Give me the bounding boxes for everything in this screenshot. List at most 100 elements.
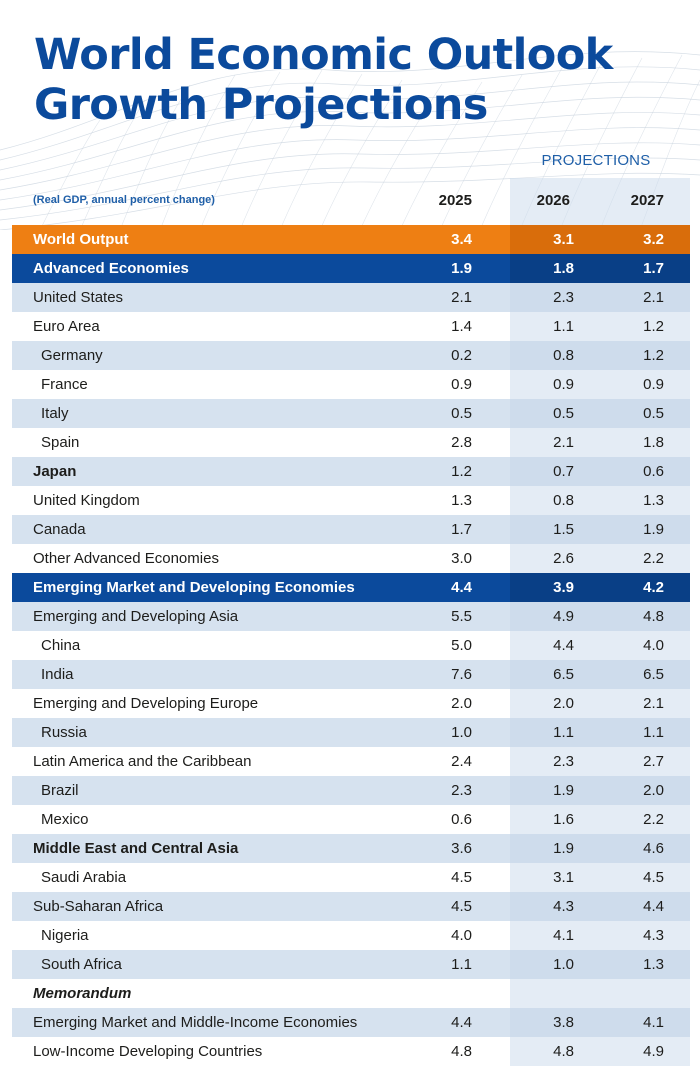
value-2027-cell: 4.0 [596, 631, 690, 660]
value-2026-cell: 0.5 [510, 399, 596, 428]
row-label: World Output [33, 231, 129, 248]
row-label: Emerging Market and Developing Economies [33, 579, 355, 596]
value-2026-cell: 0.8 [510, 341, 596, 370]
table-row-memorandum: Memorandum [12, 979, 690, 1008]
value-2025: 1.2 [451, 463, 472, 480]
value-2027: 2.2 [643, 550, 664, 567]
value-2025: 4.5 [451, 898, 472, 915]
row-label: Saudi Arabia [41, 869, 127, 886]
value-2025: 1.3 [451, 492, 472, 509]
value-2025: 1.1 [451, 956, 472, 973]
row-label: Nigeria [41, 927, 89, 944]
row-label: Emerging and Developing Europe [33, 695, 259, 712]
value-2026: 1.6 [553, 811, 574, 828]
table-row: Nigeria 4.0 4.1 4.3 [12, 921, 690, 950]
row-label: South Africa [41, 956, 122, 973]
value-2027-cell: 1.3 [596, 950, 690, 979]
value-2025: 2.4 [451, 753, 472, 770]
value-2026-cell: 3.1 [510, 863, 596, 892]
value-2025: 2.3 [451, 782, 472, 799]
value-2027: 4.1 [643, 1014, 664, 1031]
row-label: Emerging and Developing Asia [33, 608, 239, 625]
table-row: France 0.9 0.9 0.9 [12, 370, 690, 399]
value-2027-cell: 3.2 [596, 225, 690, 254]
background-mesh-graphic [0, 51, 700, 230]
value-2026-cell: 1.0 [510, 950, 596, 979]
row-label: Russia [41, 724, 87, 741]
table-row-group: Advanced Economies 1.9 1.8 1.7 [12, 254, 690, 283]
value-2026: 6.5 [553, 666, 574, 683]
column-header-year-2: 2026 [536, 192, 570, 209]
value-2026: 2.1 [553, 434, 574, 451]
value-2027: 1.3 [643, 492, 664, 509]
value-2026: 1.5 [553, 521, 574, 538]
value-2026-cell: 0.8 [510, 486, 596, 515]
value-2027: 1.3 [643, 956, 664, 973]
value-2026-cell: 0.9 [510, 370, 596, 399]
value-2027: 3.2 [643, 231, 664, 248]
value-2027-cell: 4.2 [596, 573, 690, 602]
table-row: United Kingdom 1.3 0.8 1.3 [12, 486, 690, 515]
value-2026-cell: 1.6 [510, 805, 596, 834]
page-title: World Economic Outlook Growth Projection… [34, 30, 613, 130]
row-label: Euro Area [33, 318, 100, 335]
row-label: China [41, 637, 81, 654]
value-2025: 5.0 [451, 637, 472, 654]
value-2026: 4.8 [553, 1043, 574, 1060]
row-label: Other Advanced Economies [33, 550, 219, 567]
value-2026: 3.8 [553, 1014, 574, 1031]
value-2027: 4.9 [643, 1043, 664, 1060]
table-row: Latin America and the Caribbean 2.4 2.3 … [12, 747, 690, 776]
value-2027-cell: 1.3 [596, 486, 690, 515]
value-2027-cell: 0.5 [596, 399, 690, 428]
value-2025: 3.6 [451, 840, 472, 857]
value-2027-cell: 1.1 [596, 718, 690, 747]
row-label: India [41, 666, 74, 683]
table-row: Brazil 2.3 1.9 2.0 [12, 776, 690, 805]
value-2025: 4.8 [451, 1043, 472, 1060]
value-2027: 4.8 [643, 608, 664, 625]
value-2027-cell: 2.2 [596, 805, 690, 834]
value-2026-cell: 3.8 [510, 1008, 596, 1037]
row-label: Low-Income Developing Countries [33, 1043, 263, 1060]
value-2027-cell: 4.4 [596, 892, 690, 921]
table-row: Germany 0.2 0.8 1.2 [12, 341, 690, 370]
value-2026: 0.8 [553, 347, 574, 364]
table-row: Russia 1.0 1.1 1.1 [12, 718, 690, 747]
value-2026: 3.9 [553, 579, 574, 596]
value-2027: 0.6 [643, 463, 664, 480]
value-2026-cell: 1.8 [510, 254, 596, 283]
value-2027: 4.0 [643, 637, 664, 654]
table-row: Middle East and Central Asia 3.6 1.9 4.6 [12, 834, 690, 863]
value-2026: 4.3 [553, 898, 574, 915]
value-2027: 2.0 [643, 782, 664, 799]
table-row: Canada 1.7 1.5 1.9 [12, 515, 690, 544]
table-row: United States 2.1 2.3 2.1 [12, 283, 690, 312]
row-label: Emerging Market and Middle-Income Econom… [33, 1014, 358, 1031]
value-2027-cell: 2.1 [596, 283, 690, 312]
value-2026: 0.7 [553, 463, 574, 480]
value-2027-cell: 4.8 [596, 602, 690, 631]
value-2027-cell: 1.2 [596, 341, 690, 370]
value-2027: 6.5 [643, 666, 664, 683]
value-2025: 4.5 [451, 869, 472, 886]
value-2026-cell: 4.8 [510, 1037, 596, 1066]
value-2026: 3.1 [553, 231, 574, 248]
row-label: United States [33, 289, 124, 306]
table-row: Saudi Arabia 4.5 3.1 4.5 [12, 863, 690, 892]
value-2026: 2.0 [553, 695, 574, 712]
table-row: Mexico 0.6 1.6 2.2 [12, 805, 690, 834]
value-2025: 0.6 [451, 811, 472, 828]
value-2025: 1.9 [451, 260, 472, 277]
table-row: Low-Income Developing Countries 4.8 4.8 … [12, 1037, 690, 1066]
value-2026: 4.9 [553, 608, 574, 625]
value-2026-cell: 2.3 [510, 283, 596, 312]
value-2025: 7.6 [451, 666, 472, 683]
row-label: Brazil [41, 782, 79, 799]
value-2027-cell: 1.7 [596, 254, 690, 283]
value-2025: 1.0 [451, 724, 472, 741]
row-label: Japan [33, 463, 77, 480]
value-2025: 1.4 [451, 318, 472, 335]
row-label: Advanced Economies [33, 260, 189, 277]
table-row: Sub-Saharan Africa 4.5 4.3 4.4 [12, 892, 690, 921]
